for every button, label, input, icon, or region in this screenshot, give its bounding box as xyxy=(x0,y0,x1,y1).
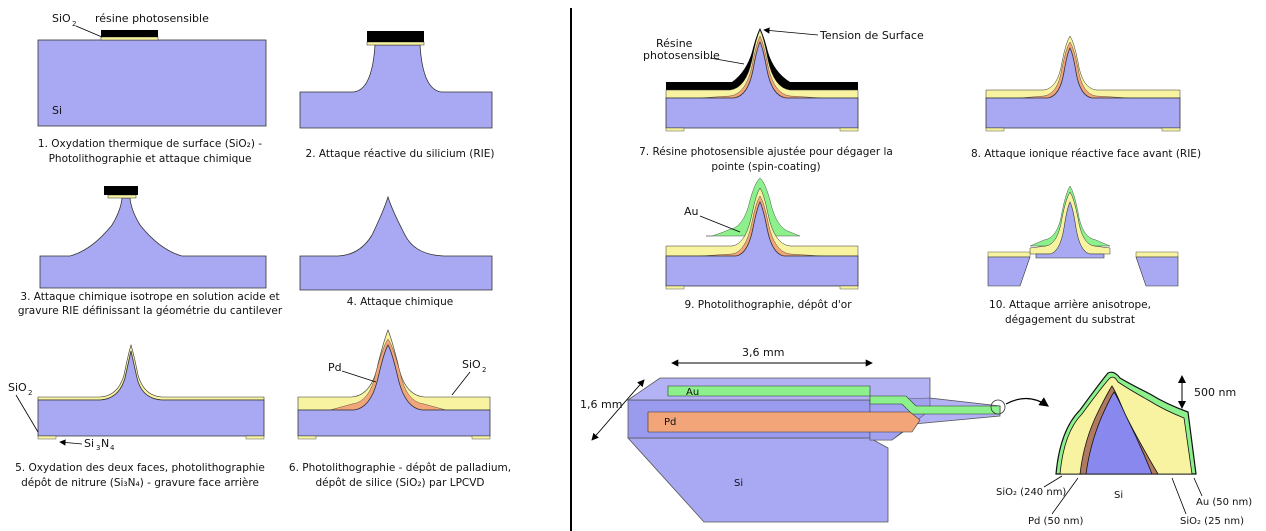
caption-2: 2. Attaque réactive du silicium (RIE) xyxy=(306,148,495,160)
caption-6b: dépôt de silice (SiO₂) par LPCVD xyxy=(315,477,484,489)
pd-stripe xyxy=(647,411,921,433)
step-9: Au 9. Photolithographie, dépôt d'or xyxy=(665,177,859,311)
si-etched xyxy=(299,44,493,129)
pd-50-label: Pd (50 nm) xyxy=(1028,516,1083,527)
caption-8: 8. Attaque ionique réactive face avant (… xyxy=(971,148,1201,160)
sio2-label-6: SiO xyxy=(462,358,481,371)
si-tip-zoom xyxy=(1085,391,1153,475)
si-label-zoom: Si xyxy=(1114,490,1123,501)
pd-label: Pd xyxy=(328,361,342,374)
dim-500-label: 500 nm xyxy=(1194,386,1236,399)
sio2-layer xyxy=(100,36,159,41)
sio2-240-label: SiO₂ (240 nm) xyxy=(996,487,1066,498)
caption-6a: 6. Photolithographie - dépôt de palladiu… xyxy=(289,462,511,474)
resine-label-b: photosensible xyxy=(643,49,720,62)
sio2-label-5: SiO xyxy=(8,381,27,394)
resine-label: résine photosensible xyxy=(95,12,209,25)
caption-1a: 1. Oxydation thermique de surface (SiO₂)… xyxy=(38,138,262,150)
au-label: Au xyxy=(684,205,699,218)
si-body xyxy=(37,350,265,437)
caption-4: 4. Attaque chimique xyxy=(347,296,453,308)
step-2: 2. Attaque réactive du silicium (RIE) xyxy=(299,31,495,160)
sio2-subscript: 2 xyxy=(72,20,76,28)
au-label-3d: Au xyxy=(686,387,699,398)
si3n4-label: Si xyxy=(84,437,94,450)
step-6: Pd SiO 2 6. Photolithographie - dépôt de… xyxy=(289,329,511,489)
dim-16-label: 1,6 mm xyxy=(580,398,622,411)
caption-3b: gravure RIE définissant la géométrie du … xyxy=(18,305,283,317)
si-label-3d: Si xyxy=(734,478,743,489)
tip-zoom: 500 nm Si SiO₂ (240 nm) Pd (50 nm) Au (5… xyxy=(996,371,1252,527)
svg-text:3: 3 xyxy=(96,444,100,452)
pd-label-3d: Pd xyxy=(664,417,676,428)
si-substrate xyxy=(37,39,267,127)
step-1: SiO 2 résine photosensible Si 1. Oxydati… xyxy=(37,12,267,165)
cantilever-3d: Au Pd Si 3,6 mm 1,6 mm xyxy=(580,346,1049,523)
step-4: 4. Attaque chimique xyxy=(299,195,493,308)
au-50-label: Au (50 nm) xyxy=(1196,497,1252,508)
step-8: 8. Attaque ionique réactive face avant (… xyxy=(971,35,1201,160)
caption-9: 9. Photolithographie, dépôt d'or xyxy=(684,299,852,311)
step-5: SiO 2 Si 3 N 4 5. Oxydation des deux fac… xyxy=(8,343,265,489)
si-isotropic xyxy=(39,197,267,289)
svg-text:2: 2 xyxy=(28,389,32,397)
step-10: 10. Attaque arrière anisotrope, dégageme… xyxy=(987,185,1179,326)
resine-label-a: Résine xyxy=(656,37,693,50)
caption-1b: Photolithographie et attaque chimique xyxy=(49,153,252,165)
si-tip xyxy=(299,195,493,291)
caption-5b: dépôt de nitrure (Si₃N₄) - gravure face … xyxy=(21,477,259,489)
caption-5a: 5. Oxydation des deux faces, photolithog… xyxy=(15,462,265,474)
sio2-label: SiO xyxy=(52,12,71,25)
caption-3a: 3. Attaque chimique isotrope en solution… xyxy=(20,291,279,303)
si-body-front xyxy=(627,437,889,523)
step-3: 3. Attaque chimique isotrope en solution… xyxy=(18,186,283,317)
svg-text:N: N xyxy=(101,437,109,450)
caption-7a: 7. Résine photosensible ajustée pour dég… xyxy=(639,146,893,158)
caption-10b: dégagement du substrat xyxy=(1005,314,1135,326)
resist-block xyxy=(101,30,158,37)
caption-7b: pointe (spin-coating) xyxy=(711,161,820,173)
si-label: Si xyxy=(52,104,62,117)
sio2-25-label: SiO₂ (25 nm) xyxy=(1180,516,1244,527)
svg-text:2: 2 xyxy=(482,366,486,374)
step-7: Tension de Surface Résine photosensible … xyxy=(639,27,924,173)
tension-label: Tension de Surface xyxy=(819,29,924,42)
dim-36-label: 3,6 mm xyxy=(742,346,784,359)
caption-10a: 10. Attaque arrière anisotrope, xyxy=(989,299,1151,311)
svg-text:4: 4 xyxy=(110,444,115,452)
